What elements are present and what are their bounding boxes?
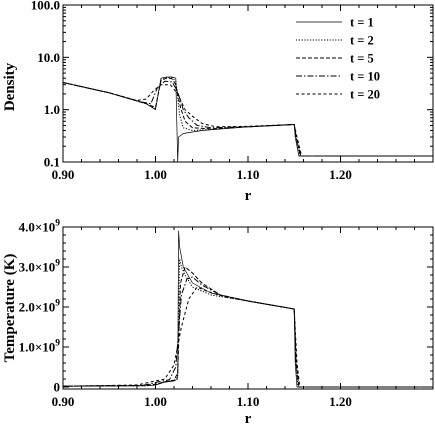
density-x-tick-label: 1.10 (237, 167, 260, 182)
temperature-y-tick-label: 4.0×109 (19, 219, 61, 235)
temperature-x-tick-label: 0.90 (52, 394, 75, 409)
density-series-t20 (62, 82, 433, 157)
density-legend: t = 1 t = 2 t = 5 t = 10 t = 20 (296, 16, 380, 102)
temperature-x-tick-label: 1.00 (144, 394, 167, 409)
legend-label: t = 20 (350, 88, 380, 102)
density-y-tick-label: 10.0 (37, 50, 60, 65)
density-plot-frame (62, 4, 434, 163)
temperature-series-t10 (62, 276, 433, 388)
tick-mantissa: 3.0×10 (19, 260, 56, 275)
tick-mantissa: 4.0×10 (19, 220, 56, 235)
temperature-series-t2 (62, 258, 433, 388)
temperature-series-t20 (62, 286, 433, 388)
temperature-y-tick-label: 0 (54, 380, 61, 395)
tick-exponent: 9 (55, 299, 60, 309)
legend-label: t = 10 (350, 70, 380, 84)
temperature-series-t5 (62, 266, 433, 388)
temperature-y-axis-label: Temperature (K) (2, 254, 18, 363)
temperature-x-axis-label: r (245, 411, 252, 427)
tick-mantissa: 0 (54, 380, 61, 395)
density-series-t10 (62, 80, 433, 157)
density-y-tick-label: 1.0 (44, 102, 60, 117)
density-y-axis-label: Density (2, 62, 18, 111)
tick-exponent: 9 (55, 339, 60, 349)
density-y-tick-label: 0.1 (44, 155, 60, 170)
temperature-series-t1 (62, 230, 433, 388)
temperature-plot-frame (62, 226, 434, 390)
legend-label: t = 1 (350, 16, 374, 30)
tick-exponent: 9 (55, 259, 60, 269)
temperature-panel: 0.90 1.00 1.10 1.2001.0×1092.0×1093.0×1094.… (2, 219, 434, 427)
legend-label: t = 5 (350, 52, 374, 66)
density-y-tick-label: 100.0 (31, 0, 60, 13)
temperature-y-tick-label: 3.0×109 (19, 259, 61, 275)
tick-mantissa: 1.0×10 (19, 340, 56, 355)
density-x-tick-label: 0.90 (52, 167, 75, 182)
density-x-axis-label: r (245, 188, 252, 204)
tick-mantissa: 2.0×10 (19, 300, 56, 315)
temperature-y-tick-label: 1.0×109 (19, 339, 61, 355)
temperature-y-tick-label: 2.0×109 (19, 299, 61, 315)
tick-exponent: 9 (55, 219, 60, 229)
density-x-tick-label: 1.00 (144, 167, 167, 182)
legend-label: t = 2 (350, 34, 374, 48)
density-x-tick-label: 1.20 (329, 167, 352, 182)
temperature-x-tick-label: 1.20 (329, 394, 352, 409)
temperature-x-tick-label: 1.10 (237, 394, 260, 409)
